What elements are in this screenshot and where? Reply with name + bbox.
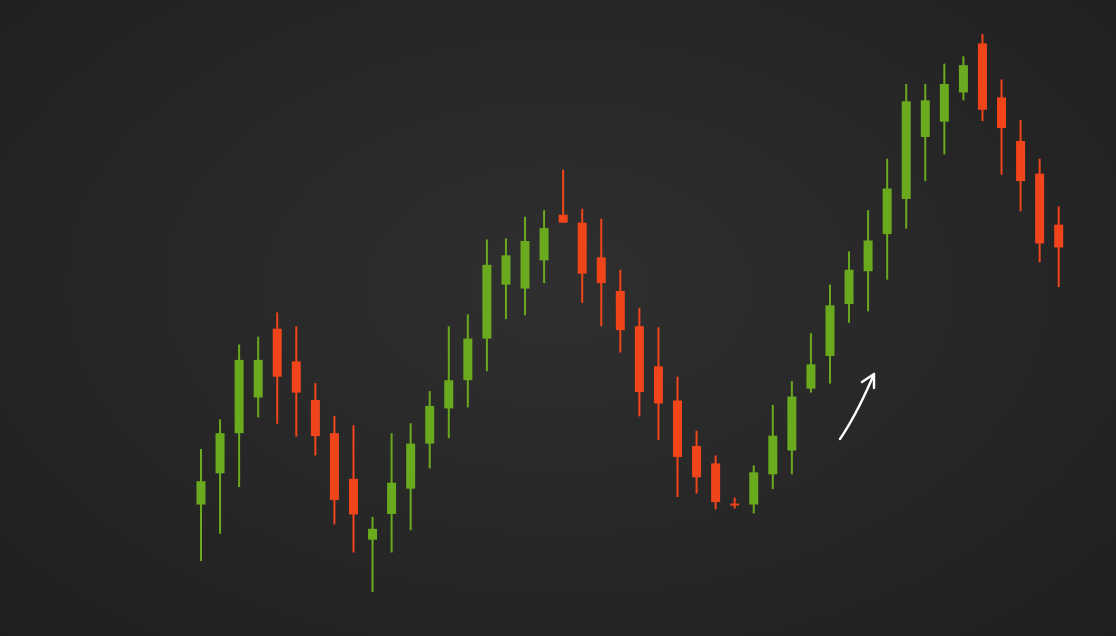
- candle: [673, 376, 682, 498]
- candle: [825, 284, 835, 384]
- candle-body: [558, 214, 568, 223]
- candle: [1016, 120, 1026, 212]
- candle-body: [673, 400, 682, 457]
- candle-body: [425, 405, 435, 444]
- candle: [901, 83, 911, 229]
- candle: [806, 333, 816, 393]
- candle: [387, 433, 397, 553]
- candle: [787, 381, 797, 475]
- candle-body: [920, 100, 930, 137]
- candle-body: [768, 435, 778, 475]
- candle-body: [844, 269, 854, 304]
- candle: [653, 327, 663, 441]
- candle-body: [329, 433, 339, 501]
- candle: [196, 449, 206, 561]
- candle: [520, 216, 530, 316]
- candle-body: [348, 478, 358, 515]
- candle: [348, 425, 358, 553]
- candle-body: [1035, 173, 1045, 244]
- candle-body: [444, 380, 454, 409]
- candle: [463, 314, 473, 408]
- candle: [272, 312, 282, 424]
- candle: [444, 326, 454, 439]
- candle: [615, 269, 625, 353]
- candle-body: [253, 359, 263, 398]
- arrow-head: [860, 372, 876, 390]
- candle-body: [482, 264, 492, 339]
- candle: [310, 383, 320, 456]
- candle-body: [463, 338, 473, 381]
- candle: [501, 238, 511, 320]
- candle-body: [539, 228, 549, 261]
- candle: [253, 336, 263, 418]
- candle-body: [863, 240, 873, 272]
- candle-body: [977, 43, 987, 110]
- candle-body: [215, 433, 225, 474]
- candle: [368, 516, 378, 593]
- candle-body: [520, 241, 530, 289]
- candle: [997, 79, 1007, 175]
- candle-body: [882, 188, 892, 235]
- candle: [577, 208, 587, 303]
- trend-up-arrow-icon: [838, 372, 876, 441]
- candle-body: [577, 222, 587, 274]
- candle: [596, 218, 606, 327]
- arrow-shaft: [838, 372, 876, 441]
- candle-body: [730, 503, 740, 506]
- candle-body: [692, 446, 702, 478]
- candle: [692, 430, 702, 494]
- candle: [977, 33, 987, 122]
- candle-body: [997, 97, 1007, 129]
- candle-body: [234, 359, 244, 434]
- candle: [425, 391, 435, 469]
- candle: [291, 326, 301, 437]
- candle: [844, 251, 854, 323]
- candle: [749, 465, 759, 514]
- candles-group: [196, 33, 1064, 593]
- candle: [768, 404, 778, 490]
- candle-body: [368, 528, 378, 540]
- candle: [329, 415, 339, 525]
- candle-body: [310, 400, 320, 437]
- candle: [406, 423, 416, 531]
- candle-body: [387, 482, 397, 514]
- candle-body: [653, 366, 663, 404]
- candle: [1054, 206, 1064, 288]
- candle: [920, 83, 930, 182]
- candle-body: [939, 83, 949, 122]
- candle-body: [596, 257, 606, 284]
- candle-body: [196, 481, 206, 505]
- candle-body: [749, 472, 759, 505]
- candle: [215, 419, 225, 534]
- candle-body: [501, 255, 511, 285]
- candle: [634, 307, 644, 417]
- candle: [234, 344, 244, 488]
- candle: [539, 210, 549, 284]
- candle-body: [825, 305, 835, 356]
- candle-body: [711, 463, 721, 503]
- candle-body: [615, 291, 625, 331]
- candle-body: [291, 361, 301, 393]
- candle: [558, 169, 568, 223]
- candle-body: [634, 326, 644, 393]
- candle-body: [1054, 224, 1064, 248]
- candle: [958, 56, 968, 101]
- candle: [882, 158, 892, 280]
- candle-body: [272, 328, 282, 377]
- candle-body: [958, 65, 968, 93]
- candle: [482, 239, 492, 372]
- candle-body: [806, 364, 816, 389]
- candle-body: [1016, 140, 1026, 182]
- candle-body: [787, 396, 797, 451]
- candle: [711, 455, 721, 510]
- candle: [863, 210, 873, 312]
- candle-body: [901, 101, 911, 199]
- candle-body: [406, 443, 416, 489]
- candle: [730, 497, 740, 509]
- candle: [1035, 158, 1045, 263]
- candle: [939, 63, 949, 155]
